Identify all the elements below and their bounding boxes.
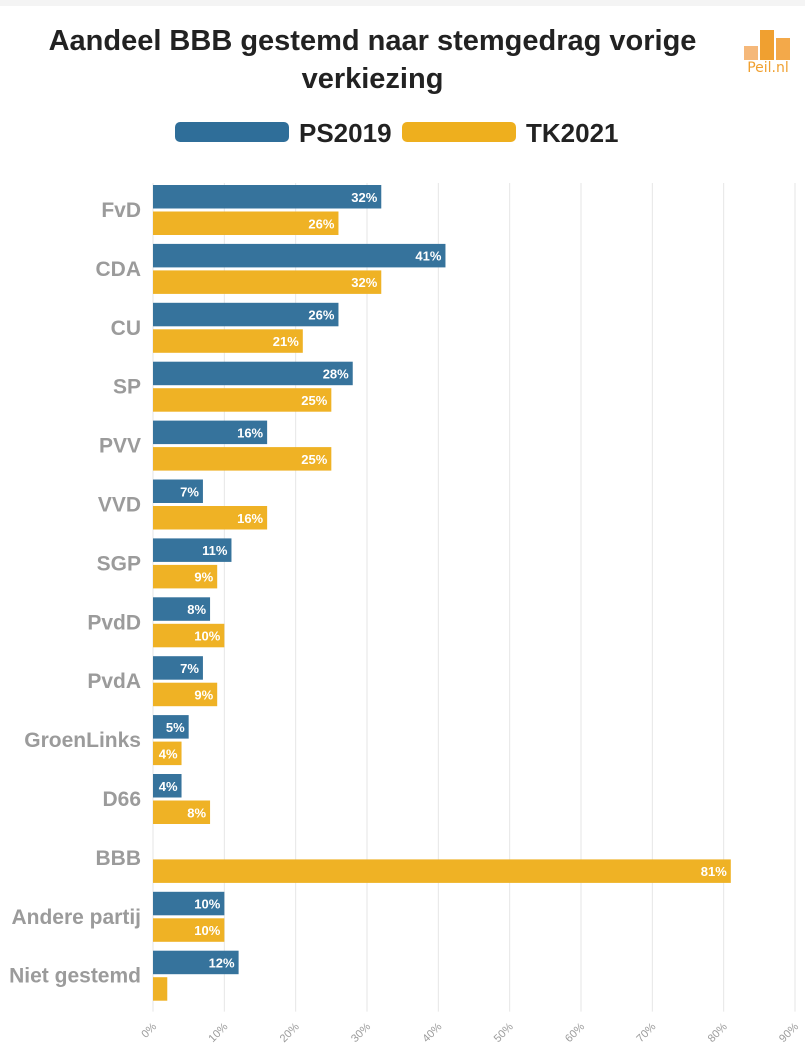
bar-ps2019 bbox=[153, 715, 189, 739]
x-tick-label: 60% bbox=[563, 1021, 587, 1045]
data-label: 4% bbox=[159, 779, 178, 794]
category-label: Andere partij bbox=[11, 906, 141, 929]
x-tick-label: 20% bbox=[278, 1021, 302, 1045]
data-label: 7% bbox=[180, 661, 199, 676]
data-label: 28% bbox=[323, 366, 349, 381]
bar-ps2019 bbox=[153, 185, 382, 209]
x-tick-label: 40% bbox=[420, 1021, 444, 1045]
bar-ps2019 bbox=[153, 243, 446, 268]
category-label: CDA bbox=[96, 258, 142, 281]
bar-ps2019 bbox=[153, 656, 203, 680]
bar-tk2021 bbox=[153, 564, 218, 589]
data-label: 25% bbox=[301, 393, 327, 408]
data-label: 26% bbox=[308, 216, 334, 231]
category-label: BBB bbox=[96, 847, 142, 870]
data-label: 16% bbox=[237, 511, 263, 526]
bar-ps2019 bbox=[153, 361, 353, 386]
data-label: 8% bbox=[187, 805, 206, 820]
top-strip bbox=[0, 0, 805, 6]
bar-tk2021 bbox=[153, 918, 225, 942]
category-label: SP bbox=[113, 376, 141, 399]
category-label: PVV bbox=[99, 435, 141, 458]
category-label: PvdA bbox=[87, 670, 141, 693]
logo-text: Peil.nl bbox=[747, 60, 789, 76]
bar-ps2019 bbox=[153, 774, 182, 798]
x-tick-label: 90% bbox=[777, 1021, 801, 1045]
category-label: VVD bbox=[98, 494, 141, 517]
bar-ps2019 bbox=[153, 597, 211, 621]
category-label: CU bbox=[111, 317, 141, 340]
bar-ps2019 bbox=[153, 302, 339, 327]
bar-tk2021 bbox=[153, 270, 382, 294]
bar-tk2021 bbox=[153, 977, 168, 1001]
category-label: GroenLinks bbox=[24, 729, 141, 752]
bar-chart: 0% 10% 20% 30% 40% 50% 60% 70% 80% 90% FvD 32% 26% CD… bbox=[9, 183, 801, 1045]
x-tick-label: 10% bbox=[206, 1021, 230, 1045]
bar-tk2021 bbox=[153, 506, 268, 530]
x-tick-label: 50% bbox=[492, 1021, 516, 1045]
bar-tk2021 bbox=[153, 211, 339, 235]
x-tick-label: 0% bbox=[139, 1021, 159, 1041]
bar-tk2021 bbox=[153, 800, 211, 824]
data-label: 41% bbox=[415, 249, 441, 264]
data-label: 32% bbox=[351, 190, 377, 205]
legend: PS2019 TK2021 bbox=[0, 118, 805, 150]
legend-swatch-ps2019 bbox=[175, 122, 289, 142]
data-label: 81% bbox=[701, 864, 727, 879]
data-label: 8% bbox=[187, 602, 206, 617]
bar-ps2019 bbox=[153, 538, 232, 562]
peil-logo: Peil.nl bbox=[738, 30, 798, 82]
category-label: PvdD bbox=[87, 611, 141, 634]
x-tick-label: 80% bbox=[706, 1021, 730, 1045]
bar-tk2021 bbox=[153, 447, 332, 471]
data-label: 11% bbox=[202, 543, 228, 558]
data-label: 10% bbox=[194, 629, 220, 644]
data-label: 10% bbox=[194, 923, 220, 938]
bar-tk2021 bbox=[153, 741, 182, 766]
bar-tk2021 bbox=[153, 859, 731, 883]
bar-chart-logo-icon bbox=[744, 30, 792, 60]
bar-tk2021 bbox=[153, 329, 303, 353]
bar-ps2019 bbox=[153, 420, 268, 445]
data-label: 7% bbox=[180, 484, 199, 499]
data-label: 4% bbox=[159, 746, 178, 761]
category-label: D66 bbox=[102, 788, 141, 811]
data-label: 12% bbox=[209, 955, 235, 970]
chart-title: Aandeel BBB gestemd naar stemgedrag vori… bbox=[48, 25, 697, 95]
bar-ps2019 bbox=[153, 950, 239, 975]
legend-label-ps2019: PS2019 bbox=[299, 118, 392, 148]
data-label: 32% bbox=[351, 275, 377, 290]
x-tick-label: 70% bbox=[634, 1021, 658, 1045]
data-label: 9% bbox=[194, 687, 213, 702]
data-label: 26% bbox=[308, 308, 334, 323]
x-tick-label: 30% bbox=[349, 1021, 373, 1045]
bar-tk2021 bbox=[153, 682, 218, 707]
bar-tk2021 bbox=[153, 623, 225, 648]
bar-tk2021 bbox=[153, 388, 332, 412]
data-label: 9% bbox=[194, 570, 213, 585]
data-label: 25% bbox=[301, 452, 327, 467]
data-label: 10% bbox=[194, 897, 220, 912]
data-label: 5% bbox=[166, 720, 185, 735]
bar-ps2019 bbox=[153, 479, 203, 503]
legend-label-tk2021: TK2021 bbox=[526, 118, 619, 148]
bar-ps2019 bbox=[153, 891, 225, 916]
data-label: 16% bbox=[237, 425, 263, 440]
category-label: FvD bbox=[101, 199, 141, 222]
category-label: Niet gestemd bbox=[9, 965, 141, 988]
data-label: 21% bbox=[273, 334, 299, 349]
legend-swatch-tk2021 bbox=[402, 122, 516, 142]
category-label: SGP bbox=[97, 552, 141, 575]
